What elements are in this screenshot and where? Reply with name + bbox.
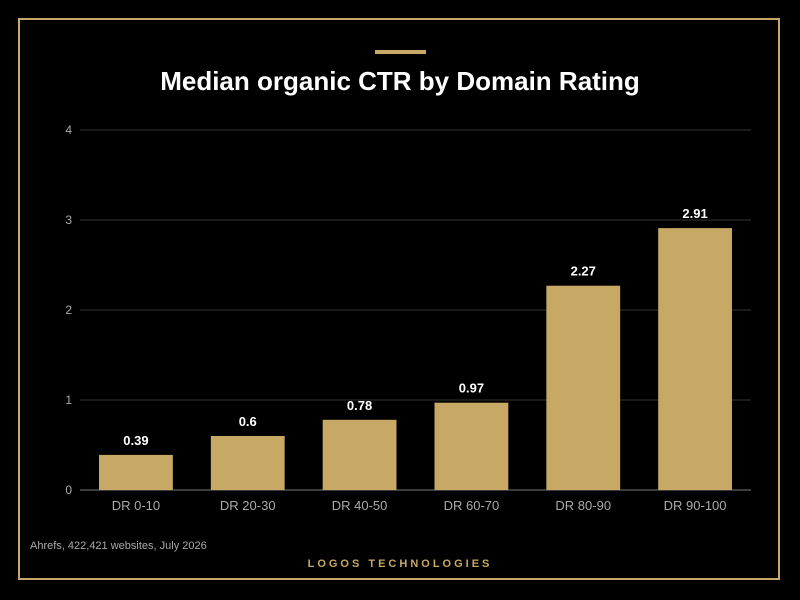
data-label: 0.97 — [459, 381, 484, 396]
x-tick-label: DR 60-70 — [444, 498, 500, 513]
bar — [210, 436, 285, 490]
data-labels: 0.39 0.6 0.78 0.97 2.27 2.91 — [123, 206, 707, 448]
source-note: Ahrefs, 422,421 websites, July 2026 — [30, 540, 207, 552]
bars — [99, 228, 732, 490]
y-tick-label: 3 — [65, 213, 72, 227]
x-tick-labels: DR 0-10 DR 20-30 DR 40-50 DR 60-70 DR 80-90 D… — [112, 498, 727, 513]
y-tick-label: 1 — [65, 393, 72, 407]
bar — [434, 402, 509, 490]
slide-frame — [18, 18, 780, 580]
y-tick-label: 4 — [65, 123, 72, 137]
data-label: 0.78 — [347, 398, 372, 413]
bar — [546, 285, 621, 490]
y-tick-label: 0 — [65, 483, 72, 497]
x-tick-label: DR 80-90 — [555, 498, 611, 513]
data-label: 2.27 — [571, 264, 596, 279]
data-label: 0.39 — [123, 433, 148, 448]
data-label: 0.6 — [239, 414, 257, 429]
gridlines — [80, 129, 751, 491]
y-tick-label: 2 — [65, 303, 72, 317]
bar — [322, 419, 397, 490]
accent-bar — [375, 50, 426, 54]
bar — [99, 454, 173, 490]
brand-name: LOGOS TECHNOLOGIES — [307, 558, 493, 570]
x-tick-label: DR 40-50 — [332, 498, 388, 513]
x-tick-label: DR 20-30 — [220, 498, 276, 513]
data-label: 2.91 — [682, 206, 707, 221]
x-tick-label: DR 90-100 — [664, 498, 727, 513]
chart-title: Median organic CTR by Domain Rating — [160, 66, 640, 96]
x-tick-label: DR 0-10 — [112, 498, 160, 513]
y-tick-labels: 0 1 2 3 4 — [65, 123, 72, 497]
bar — [658, 228, 732, 490]
